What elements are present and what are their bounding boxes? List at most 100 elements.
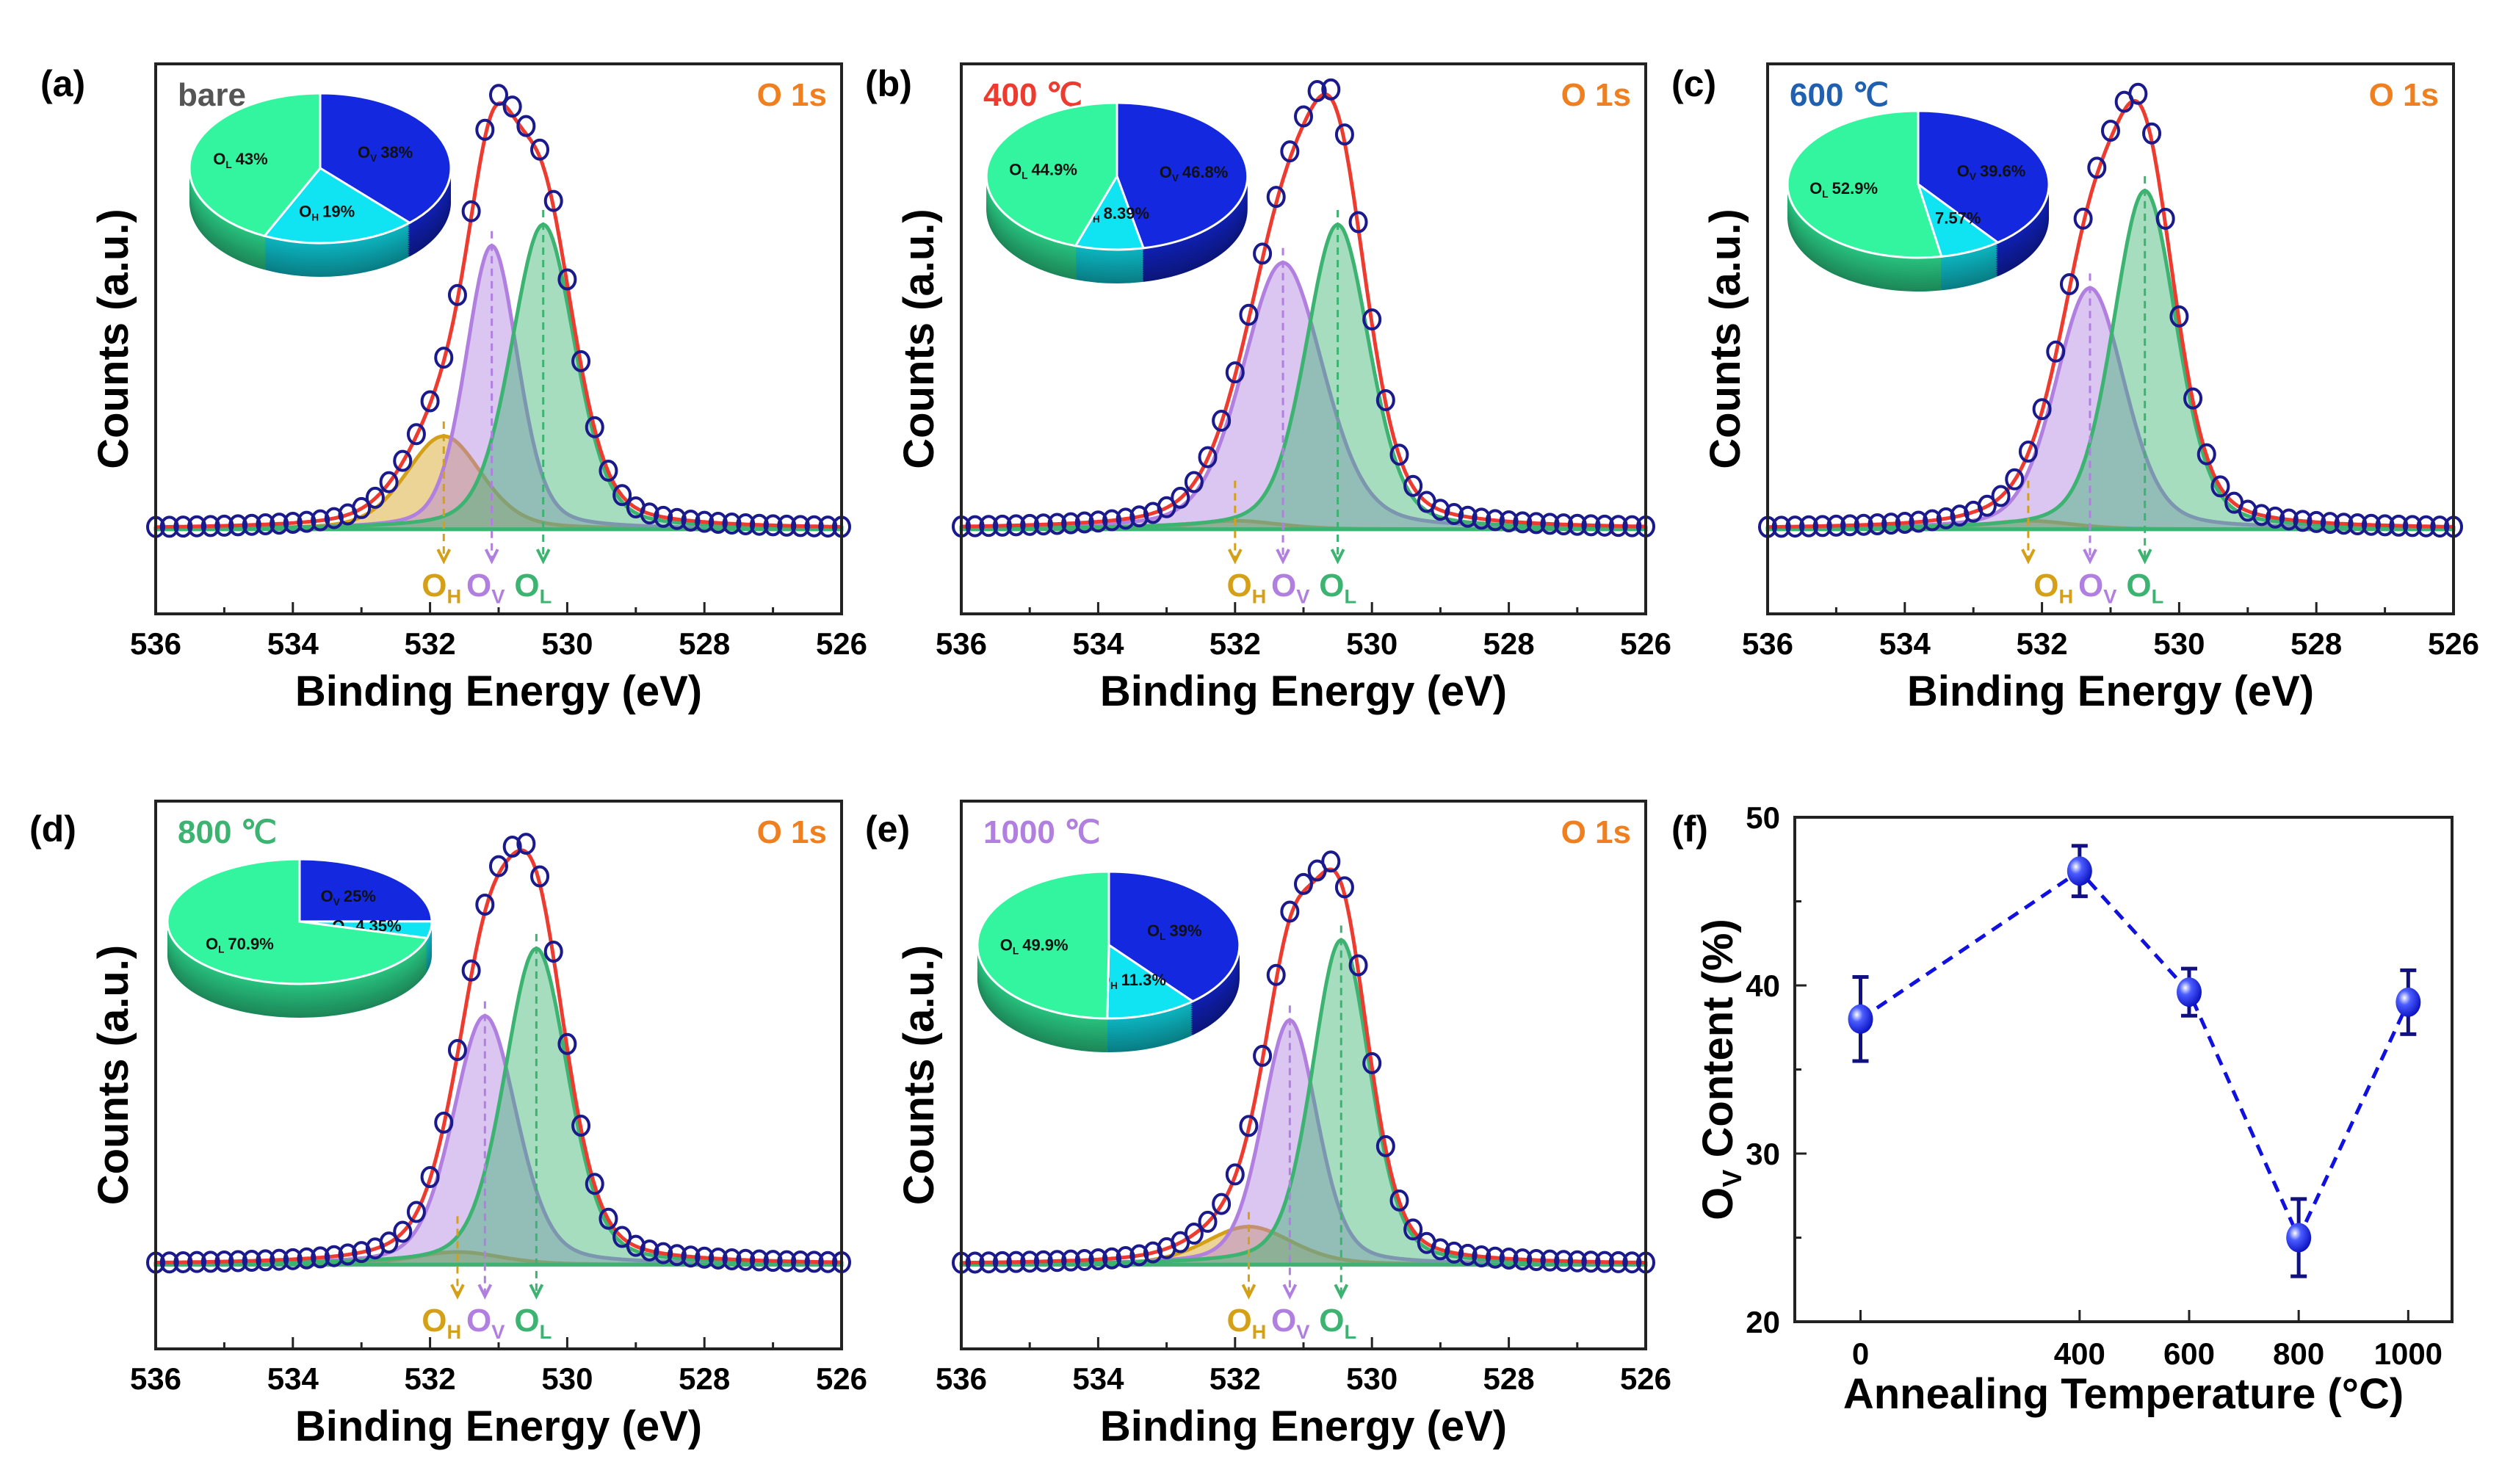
data-point (1431, 1238, 1450, 1261)
data-point (297, 510, 317, 533)
data-point (2196, 443, 2216, 466)
x-tick-label: 800 (2273, 1336, 2324, 1371)
pie-slice-OV (1116, 101, 1249, 250)
data-point (1239, 1115, 1259, 1137)
data-point (1116, 507, 1135, 530)
x-tick-label: 530 (1346, 1361, 1397, 1396)
data-point (599, 460, 618, 482)
data-point (2430, 515, 2450, 538)
data-point (818, 1250, 838, 1273)
peak-label-V: OV (1271, 1303, 1309, 1343)
data-point (283, 1248, 303, 1270)
label-base: O (422, 1303, 446, 1339)
data-point (311, 509, 330, 532)
data-point (1595, 514, 1615, 537)
label-subscript: V (491, 585, 505, 608)
data-point (818, 515, 838, 538)
data-point (1198, 446, 1218, 468)
component-peak-L (959, 222, 1648, 532)
data-point (2252, 504, 2271, 526)
x-axis-title: Binding Energy (eV) (295, 1402, 702, 1450)
data-point (530, 865, 550, 888)
data-point (1840, 514, 1860, 537)
label-subscript: H (1110, 980, 1118, 991)
data-point (1554, 513, 1574, 536)
data-point (612, 1226, 632, 1248)
component-peak-L (153, 946, 844, 1267)
data-point (228, 1250, 248, 1273)
data-point (1047, 513, 1067, 535)
data-point (2073, 207, 2093, 230)
pie-slice-label: OH 19% (299, 202, 355, 222)
component-peak-L (153, 222, 844, 532)
data-point (736, 1248, 756, 1271)
sample-label: 400 ℃ (983, 77, 1082, 113)
label-subscript: H (447, 585, 462, 608)
data-point (1294, 872, 1313, 895)
data-point (1403, 474, 1423, 497)
pie-slice-value: 39.6% (1980, 162, 2025, 180)
peak-label-H: OH (422, 568, 461, 608)
data-point (1348, 954, 1368, 977)
data-point (2087, 156, 2107, 179)
data-point (187, 515, 207, 538)
data-point (1157, 496, 1176, 518)
label-subscript: V (1717, 1170, 1747, 1187)
data-point (200, 515, 220, 538)
data-point (736, 513, 756, 535)
data-point (571, 1115, 591, 1137)
label-subscript: L (1160, 931, 1165, 942)
y-tick-label: 50 (1746, 800, 1780, 835)
data-marker (2177, 977, 2202, 1007)
data-point (1923, 509, 1942, 532)
data-point (1567, 513, 1587, 536)
data-point (612, 484, 632, 507)
pie-slice-OL (985, 101, 1118, 247)
sample-label: bare (178, 77, 246, 113)
x-tick-label: 536 (130, 626, 181, 661)
data-point (1472, 1245, 1491, 1268)
data-point (1362, 1052, 1382, 1074)
data-point (1608, 1250, 1628, 1273)
x-tick-label: 534 (267, 1361, 319, 1396)
label-base: O (1271, 568, 1296, 604)
data-point (1334, 123, 1354, 146)
x-tick-label: 530 (1346, 626, 1397, 661)
label-subscript: V (370, 153, 377, 164)
x-tick-label: 534 (267, 626, 319, 661)
pie-slice-OL (188, 92, 322, 238)
x-tick-label: 532 (2017, 626, 2068, 661)
x-tick-label: 526 (2428, 626, 2479, 661)
data-point (1513, 1248, 1533, 1271)
data-point (1253, 242, 1273, 265)
arrow-icon (484, 549, 499, 565)
pie-slice-OV (1107, 870, 1241, 1003)
data-point (557, 1032, 577, 1055)
data-point (475, 893, 495, 916)
data-point (447, 1039, 467, 1062)
panel-label: (c) (1671, 63, 1716, 104)
data-point (461, 959, 481, 982)
data-point (654, 505, 673, 528)
data-point (1909, 510, 1928, 533)
arrow-icon (2021, 549, 2036, 565)
label-base: O (422, 568, 446, 604)
x-tick-label: 528 (1483, 626, 1535, 661)
pie-slice-value: 46.8% (1182, 163, 1228, 181)
x-tick-label: 528 (2290, 626, 2342, 661)
data-point (2402, 515, 2422, 538)
arrow-icon (1282, 1284, 1298, 1300)
data-point (1061, 1249, 1081, 1272)
data-point (1020, 1250, 1040, 1273)
trend-line (1859, 868, 2410, 1242)
panel-label: (e) (865, 808, 910, 850)
pie-slice-value: 43% (236, 150, 268, 168)
pie-slice-label: OV 25% (321, 887, 376, 908)
x-tick-label: 530 (541, 626, 593, 661)
data-point (489, 855, 508, 877)
data-point (667, 507, 687, 530)
